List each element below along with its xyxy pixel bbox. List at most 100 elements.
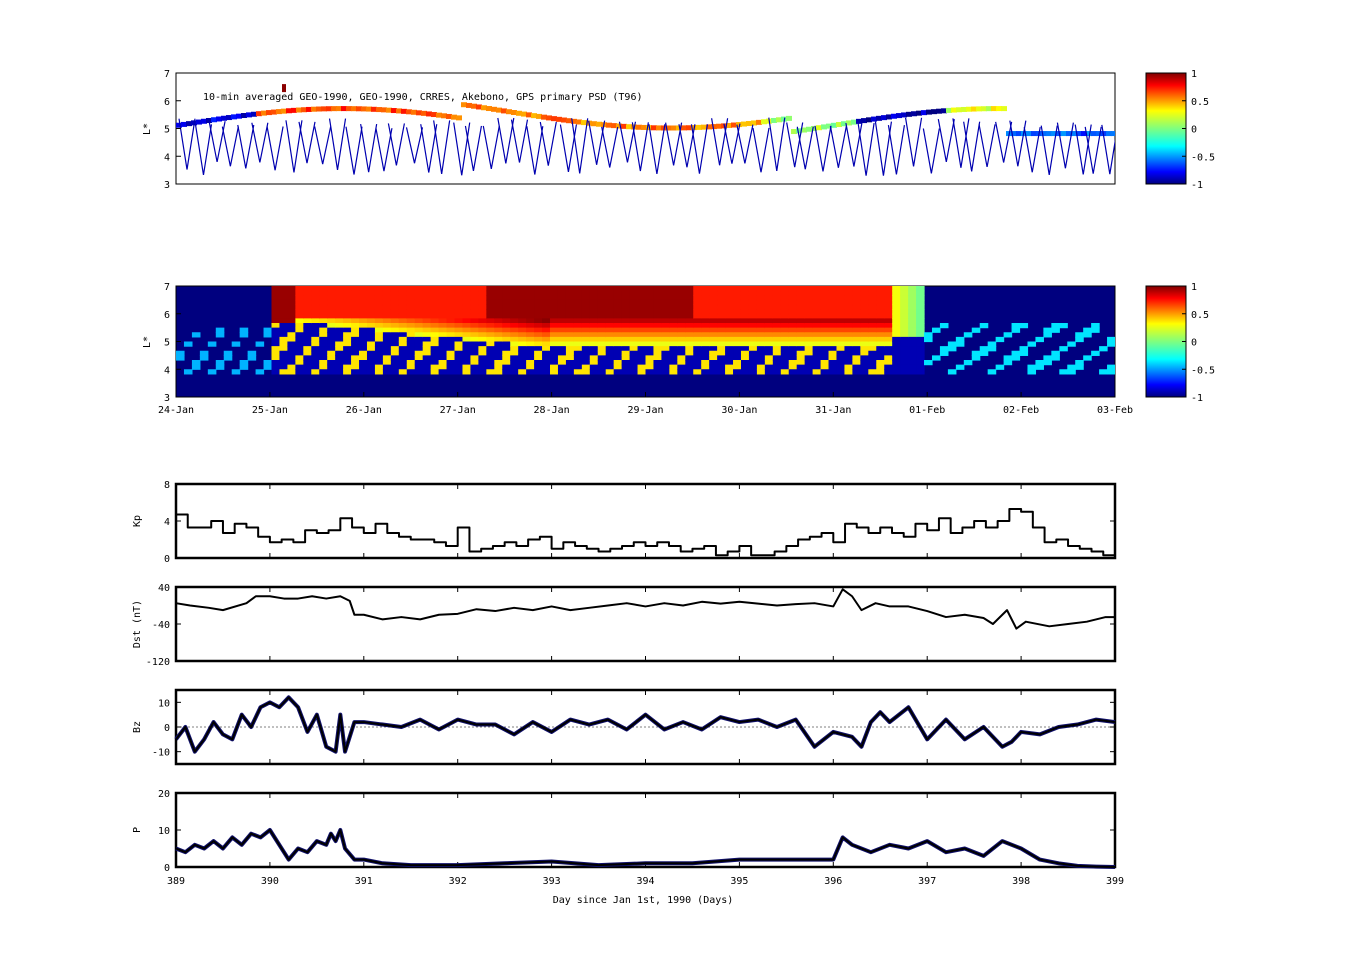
day-tick-label: 397 <box>918 876 936 887</box>
psd-model-cell <box>717 309 726 315</box>
psd-model-cell <box>717 355 726 361</box>
psd-model-cell <box>621 369 631 375</box>
psd-model-cell <box>303 369 312 375</box>
psd-model-cell <box>1067 341 1076 347</box>
psd-model-cell <box>892 332 901 338</box>
psd-model-cell <box>287 286 296 292</box>
psd-model-cell <box>438 290 448 296</box>
psd-model-cell <box>303 318 312 324</box>
psd-model-cell <box>446 364 456 370</box>
psd-obs-cell <box>461 102 467 108</box>
psd-model-cell <box>900 286 909 292</box>
psd-model-cell <box>844 355 853 361</box>
psd-model-cell <box>979 323 989 329</box>
psd-model-cell <box>868 327 877 333</box>
psd-model-cell <box>701 313 710 319</box>
psd-model-cell <box>359 323 368 329</box>
psd-model-cell <box>295 346 304 352</box>
day-tick-label: 392 <box>449 876 467 887</box>
psd-obs-cell <box>971 106 977 112</box>
colorbar-tick-label: 0.5 <box>1191 310 1209 321</box>
psd-model-cell <box>740 350 750 356</box>
psd-obs-cell <box>321 106 327 112</box>
psd-model-cell <box>733 332 742 338</box>
psd-model-cell <box>327 318 336 324</box>
psd-model-cell <box>239 327 249 333</box>
psd-obs-orbit <box>559 124 578 172</box>
psd-obs-cell <box>956 107 962 113</box>
psd-model-cell <box>796 369 806 375</box>
psd-model-cell <box>382 299 392 306</box>
psd-obs-cell <box>526 112 532 118</box>
psd-model-cell <box>414 304 424 310</box>
psd-model-cell <box>382 323 392 329</box>
psd-model-cell <box>939 323 949 329</box>
psd-model-cell <box>661 364 670 370</box>
psd-model-cell <box>685 355 694 361</box>
psd-model-cell <box>908 346 917 352</box>
psd-model-cell <box>701 327 710 333</box>
psd-model-cell <box>868 318 877 324</box>
psd-model-cell <box>414 332 424 338</box>
psd-model-cell <box>605 295 615 301</box>
psd-model-cell <box>366 336 376 343</box>
psd-obs-cell <box>806 126 812 132</box>
psd-model-cell <box>462 350 472 356</box>
date-tick-label: 02-Feb <box>1003 405 1039 416</box>
psd-model-cell <box>740 332 750 338</box>
psd-obs-cell <box>216 116 222 122</box>
psd-obs-orbit <box>237 124 255 169</box>
psd-obs-orbit <box>1009 120 1027 167</box>
psd-model-cell <box>812 364 822 370</box>
colorbar-tick-label: 1 <box>1191 282 1197 293</box>
psd-obs-cell <box>686 125 692 131</box>
psd-model-cell <box>327 295 336 301</box>
psd-model-cell <box>756 295 766 301</box>
psd-model-cell <box>804 290 814 296</box>
psd-model-cell <box>701 309 710 315</box>
psd-model-cell <box>478 364 487 370</box>
psd-model-cell <box>311 350 320 356</box>
psd-model-cell <box>327 286 336 292</box>
psd-model-cell <box>605 327 615 333</box>
psd-model-cell <box>502 336 511 343</box>
psd-model-cell <box>717 350 726 356</box>
psd-model-cell <box>637 364 647 370</box>
psd-model-cell <box>390 355 400 361</box>
psd-model-cell <box>462 318 472 324</box>
psd-model-cell <box>605 286 615 292</box>
dst-ylabel: Dst (nT) <box>132 600 143 648</box>
psd-model-cell <box>454 299 464 306</box>
psd-model-cell <box>542 286 551 292</box>
psd-model-cell <box>279 355 289 361</box>
psd-model-cell <box>820 332 830 338</box>
psd-model-cell <box>335 318 344 324</box>
psd-model-cell <box>422 346 432 352</box>
psd-model-cell <box>279 290 289 296</box>
psd-model-cell <box>709 313 718 319</box>
psd-model-cell <box>366 323 376 329</box>
psd-model-cell <box>1043 327 1052 333</box>
psd-model-cell <box>406 346 416 352</box>
psd-model-cell <box>565 369 575 375</box>
psd-model-cell <box>836 304 846 310</box>
psd-obs-cell <box>731 122 737 128</box>
psd-model-cell <box>581 350 591 356</box>
psd-model-cell <box>836 313 846 319</box>
psd-model-cell <box>971 355 981 361</box>
psd-model-cell <box>908 364 917 370</box>
psd-model-cell <box>860 350 869 356</box>
psd-model-cell <box>653 286 663 292</box>
psd-obs-cell <box>786 115 792 121</box>
psd-model-cell <box>526 313 535 319</box>
psd-model-cell <box>677 332 686 338</box>
psd-model-cell <box>438 295 448 301</box>
psd-model-cell <box>1083 355 1092 361</box>
psd-model-cell <box>844 332 853 338</box>
psd-model-cell <box>621 286 631 292</box>
psd-model-cell <box>1019 323 1029 329</box>
psd-model-cell <box>534 364 543 370</box>
psd-model-cell <box>359 313 368 319</box>
psd-model-cell <box>279 286 289 292</box>
psd-model-cell <box>748 304 758 310</box>
